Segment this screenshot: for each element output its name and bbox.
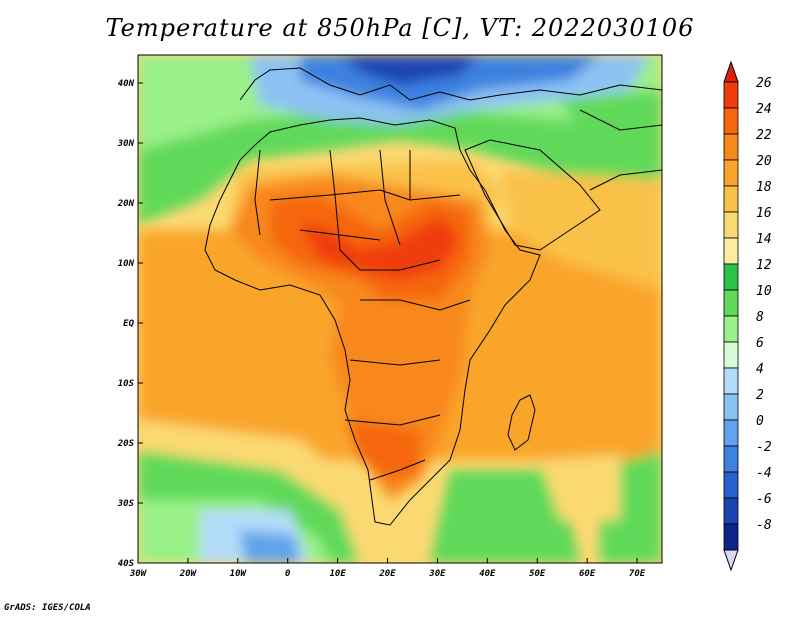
colorbar-swatch: [723, 445, 739, 473]
colorbar-label: 16: [756, 206, 772, 221]
lat-tick-label: 10N: [118, 259, 135, 269]
lon-tick-label: 60E: [579, 569, 596, 579]
colorbar-label: 0: [756, 414, 764, 429]
colorbar-swatch: [723, 419, 739, 447]
colorbar-swatch: [723, 289, 739, 317]
colorbar-swatch: [723, 315, 739, 343]
colorbar-swatch: [723, 471, 739, 499]
lon-tick-label: 50E: [529, 569, 546, 579]
colorbar-swatch: [723, 133, 739, 161]
latitude-axis: 40N 30N 20N 10N EQ 10S 20S 30S 40S: [117, 79, 143, 569]
colorbar-label: -6: [756, 492, 772, 507]
colorbar-swatch: [723, 497, 739, 525]
colorbar-swatch: [723, 211, 739, 239]
lon-tick-label: 40E: [479, 569, 496, 579]
lat-tick-label: 30N: [117, 139, 135, 149]
lon-tick-label: 70E: [629, 569, 646, 579]
colorbar-top-arrow: [723, 60, 739, 83]
lat-tick-label: 20N: [117, 199, 135, 209]
lat-tick-label: 40N: [118, 79, 135, 89]
colorbar-label: 26: [756, 76, 772, 91]
lat-tick-label: 30S: [117, 499, 135, 509]
colorbar-label: -8: [756, 518, 772, 533]
colorbar-bottom-arrow: [723, 549, 739, 572]
temperature-field: [138, 55, 662, 563]
colorbar-label: 4: [756, 362, 764, 377]
colorbar-swatch: [723, 81, 739, 109]
colorbar-swatch: [723, 107, 739, 135]
colorbar-label: 2: [756, 388, 764, 403]
colorbar-label: -4: [756, 466, 772, 481]
lon-tick-label: 30E: [428, 569, 446, 579]
colorbar-swatch: [723, 159, 739, 187]
colorbar-label: 12: [756, 258, 772, 273]
colorbar-label: 20: [756, 154, 772, 169]
colorbar-label: 6: [756, 336, 764, 351]
colorbar-swatch: [723, 263, 739, 291]
colorbar-swatch: [723, 341, 739, 369]
lon-tick-label: 0: [285, 569, 291, 579]
map-frame: [137, 54, 663, 564]
colorbar-label: 10: [756, 284, 772, 299]
lon-tick-label: 10E: [329, 569, 346, 579]
lon-tick-label: 10W: [230, 569, 248, 579]
colorbar-label: 8: [756, 310, 764, 325]
colorbar-label: 14: [756, 232, 772, 247]
colorbar-label: 22: [756, 128, 772, 143]
colorbar-label: 24: [756, 102, 772, 117]
lon-tick-label: 30W: [129, 569, 148, 579]
lat-tick-label: EQ: [123, 319, 134, 329]
colorbar-swatch: [723, 393, 739, 421]
lat-tick-label: 10S: [118, 379, 135, 389]
colorbar-swatch: [723, 237, 739, 265]
lon-tick-label: 20E: [378, 569, 396, 579]
lat-tick-label: 20S: [117, 439, 135, 449]
longitude-axis: 30W 20W 10W 0 10E 20E 30E 40E 50E 60E 70E: [129, 558, 646, 579]
colorbar-label: -2: [756, 440, 772, 455]
colorbar-label: 18: [756, 180, 772, 195]
colorbar-swatch: [723, 367, 739, 395]
credits-footer: GrADS: IGES/COLA: [4, 603, 91, 613]
colorbar-swatch: [723, 523, 739, 551]
map-title: Temperature at 850hPa [C], VT: 202203010…: [105, 14, 695, 42]
coastlines: [204, 67, 662, 526]
lon-tick-label: 20W: [179, 569, 198, 579]
colorbar-swatch: [723, 185, 739, 213]
lat-tick-label: 40S: [118, 559, 135, 569]
